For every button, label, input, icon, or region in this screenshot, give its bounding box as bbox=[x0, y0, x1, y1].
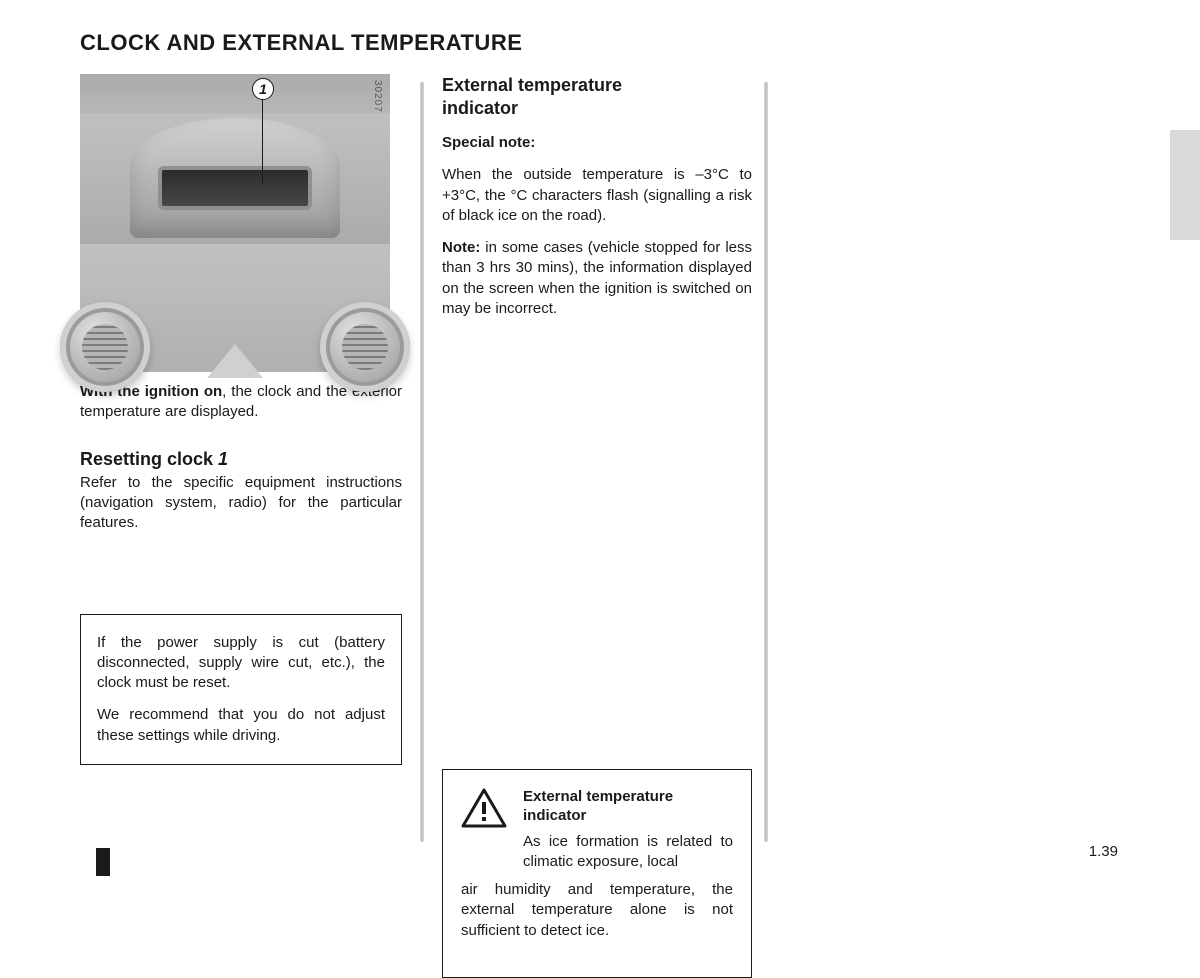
dashboard-figure: 1 30207 bbox=[80, 74, 390, 372]
warning-icon bbox=[461, 788, 507, 828]
callout-1: 1 bbox=[252, 78, 274, 100]
side-tab bbox=[1170, 130, 1200, 240]
special-note-bold: Special note: bbox=[442, 134, 535, 151]
page-number: 1.39 bbox=[1089, 843, 1118, 860]
column-middle: External temperature indicator Special n… bbox=[424, 74, 764, 978]
ext-temp-heading-l1: External temperature bbox=[442, 75, 622, 95]
note-box-p2: We recommend that you do not adjust thes… bbox=[97, 705, 385, 746]
h2-number: 1 bbox=[218, 449, 228, 469]
special-note-body: When the outside temperature is –3°C to … bbox=[442, 165, 752, 226]
warning-title-l2: indicator bbox=[523, 807, 586, 824]
note-paragraph: Note: in some cases (vehicle stopped for… bbox=[442, 238, 752, 319]
h2-text: Resetting clock bbox=[80, 449, 218, 469]
ext-temp-heading-l2: indicator bbox=[442, 98, 518, 118]
column-right bbox=[768, 74, 1108, 978]
special-note-label: Special note: bbox=[442, 133, 752, 153]
power-supply-note-box: If the power supply is cut (battery disc… bbox=[80, 614, 402, 765]
footer-mark bbox=[96, 848, 110, 876]
page-title: CLOCK AND EXTERNAL TEMPERATURE bbox=[80, 30, 1120, 56]
resetting-clock-body: Refer to the specific equipment instruct… bbox=[80, 473, 402, 534]
warning-title: External temperature indicator bbox=[523, 788, 733, 826]
note-bold: Note: bbox=[442, 239, 480, 256]
column-left: 1 30207 With the ignition on, the clock … bbox=[80, 74, 420, 978]
warning-title-l1: External temperature bbox=[523, 788, 673, 805]
warning-body-b: air humidity and temperature, the extern… bbox=[461, 880, 733, 941]
resetting-clock-heading: Resetting clock 1 bbox=[80, 447, 402, 471]
warning-box: External temperature indicator As ice fo… bbox=[442, 769, 752, 978]
warning-body-a: As ice formation is related to climatic … bbox=[523, 832, 733, 873]
image-code: 30207 bbox=[371, 80, 385, 113]
ext-temp-heading: External temperature indicator bbox=[442, 74, 752, 119]
note-body: in some cases (vehicle stopped for less … bbox=[442, 239, 752, 317]
note-box-p1: If the power supply is cut (battery disc… bbox=[97, 633, 385, 694]
